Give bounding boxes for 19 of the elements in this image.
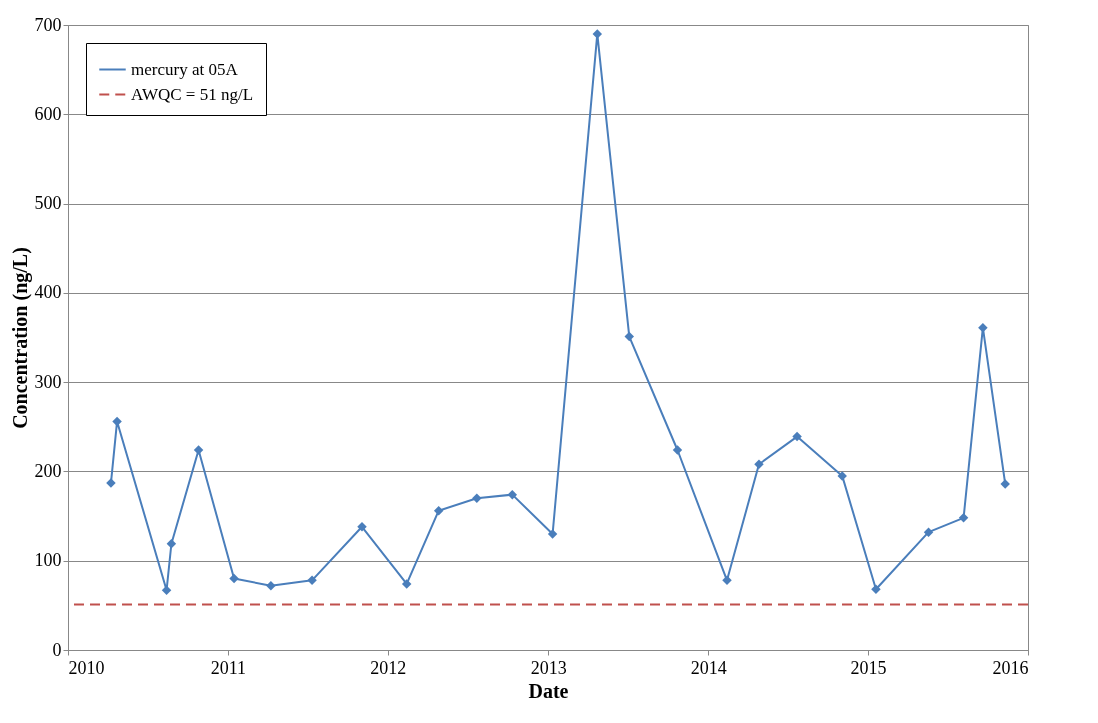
y-tick-label: 300 [34,371,62,392]
x-tick-label: 2012 [370,657,407,678]
x-tick-label: 2010 [68,657,105,678]
y-axis-title: Concentration (ng/L) [8,247,32,429]
y-tick-label: 700 [34,14,62,35]
x-tick-label: 2011 [210,657,247,678]
x-axis-title: Date [528,679,569,702]
y-tick-label: 600 [34,103,62,124]
x-tick-label: 2016 [992,657,1029,678]
legend-label: mercury at 05A [131,59,239,79]
legend-label: AWQC = 51 ng/L [131,84,254,104]
y-tick-label: 400 [34,282,62,303]
y-tick-label: 0 [52,639,62,660]
y-tick-label: 200 [34,460,62,481]
y-tick-label: 500 [34,193,62,214]
x-tick-label: 2014 [690,657,727,678]
y-tick-label: 100 [34,550,62,571]
x-tick-label: 2015 [850,657,887,678]
x-tick-label: 2013 [530,657,567,678]
